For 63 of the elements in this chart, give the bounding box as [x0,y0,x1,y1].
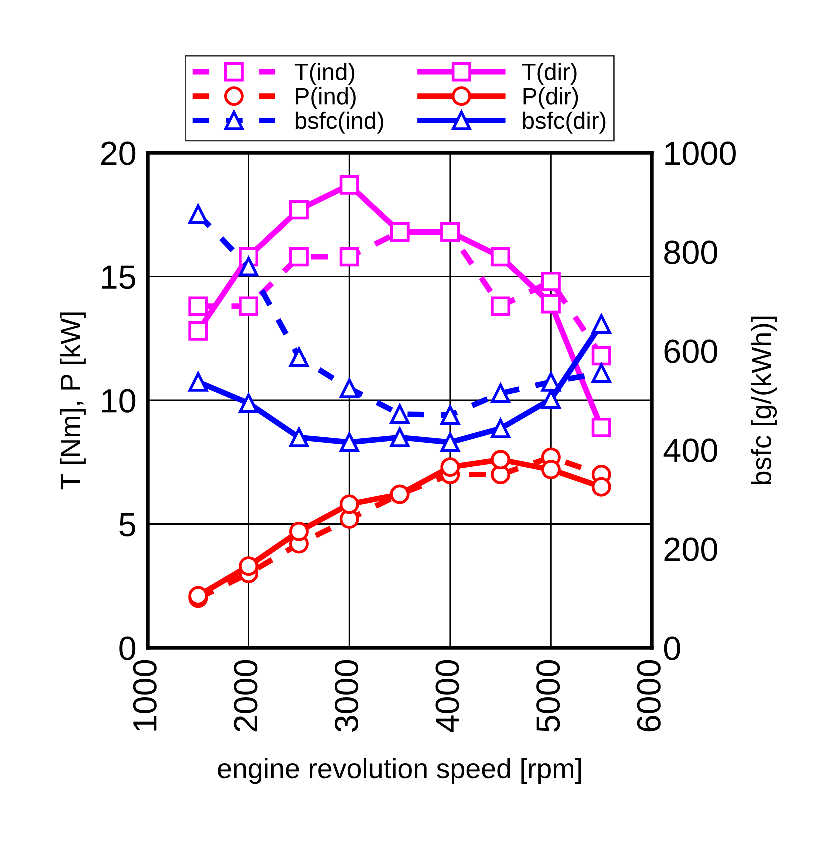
x-tick-label: 6000 [637,660,661,732]
point [340,247,360,267]
point [289,348,309,368]
point [592,346,612,366]
point [289,247,309,267]
point [541,390,561,410]
point [239,296,259,316]
y-tick-label: 0 [120,636,136,660]
point [239,257,259,277]
point [491,418,511,438]
point [188,321,208,341]
point [188,372,208,392]
point [592,477,612,497]
point [289,428,309,448]
y2-tick-label: 600 [664,340,718,364]
point [239,556,259,576]
point [390,404,410,424]
point [340,432,360,452]
x-tick-label: 3000 [334,660,359,732]
point [592,364,612,383]
point [491,247,511,267]
point [440,406,460,426]
x-tick-label: 2000 [234,660,258,732]
legend-label: P(ind) [296,88,356,110]
legend-label: T(ind) [294,63,355,86]
point [440,458,460,478]
point [541,294,561,314]
legend-label: bsfc(dir) [523,112,606,134]
point [491,384,511,404]
point [340,175,360,195]
point [440,432,460,452]
x-tick-label: 1000 [133,660,157,731]
y-tick-label: 5 [120,513,136,537]
point [592,314,612,334]
point [491,450,511,470]
point [491,296,511,316]
legend-label: bsfc(ind) [296,112,384,134]
point [340,494,360,514]
point [289,200,309,220]
legend-label: P(dir) [524,88,578,110]
y2-axis-title: bsfc [g/(kWh)] [751,316,778,484]
point [592,418,612,438]
point [289,522,309,542]
point [340,378,360,398]
y2-tick-label: 400 [664,438,718,462]
y2-tick-label: 0 [664,636,680,660]
point [239,394,259,414]
point [188,296,208,316]
x-tick-label: 4000 [436,660,460,732]
point [188,204,208,224]
x-axis-title: engine revolution speed [rpm] [218,758,582,784]
point [541,460,561,480]
y-tick-label: 20 [101,142,136,166]
legend-label: T(dir) [522,63,577,86]
y-tick-label: 10 [102,389,136,413]
y-tick-label: 15 [102,266,136,290]
y2-tick-label: 200 [664,538,718,562]
y2-tick-label: 1000 [666,142,736,166]
point [390,428,410,448]
y-axis-title: T [Nm], P [kW] [60,312,86,490]
point [541,272,561,292]
y2-tick-label: 800 [664,240,718,264]
x-tick-label: 5000 [536,660,560,732]
